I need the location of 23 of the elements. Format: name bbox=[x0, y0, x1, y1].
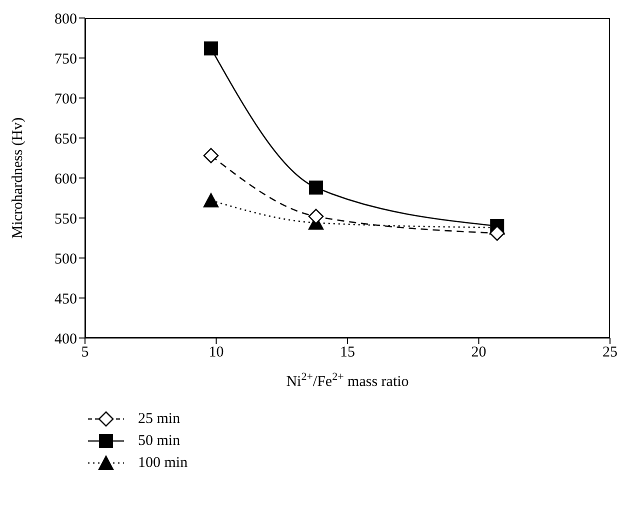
y-tick-label: 750 bbox=[54, 51, 77, 68]
y-tick-label: 500 bbox=[54, 251, 77, 268]
y-tick-label: 650 bbox=[54, 131, 77, 148]
x-tick-label: 5 bbox=[81, 344, 89, 361]
y-tick-label: 800 bbox=[54, 11, 77, 28]
y-tick-label: 700 bbox=[54, 91, 77, 108]
point bbox=[203, 148, 219, 164]
y-tick-label: 450 bbox=[54, 291, 77, 308]
y-tick-label: 550 bbox=[54, 211, 77, 228]
x-tick-label: 10 bbox=[208, 344, 224, 361]
x-tick-label: 15 bbox=[340, 344, 355, 361]
legend-label: 100 min bbox=[138, 454, 188, 472]
legend-label: 50 min bbox=[138, 432, 180, 450]
legend-label: 25 min bbox=[138, 410, 180, 428]
point bbox=[204, 41, 218, 56]
y-tick-label: 400 bbox=[54, 331, 77, 348]
x-tick-label: 20 bbox=[471, 344, 486, 361]
y-tick-label: 600 bbox=[54, 171, 77, 188]
x-tick-label: 25 bbox=[602, 344, 618, 361]
point bbox=[489, 226, 505, 241]
point bbox=[309, 180, 323, 195]
x-axis-title: Ni$^{2+}$/Fe$^{2+}$ mass ratio bbox=[286, 371, 409, 390]
y-axis-title: Microhardness (Hv) bbox=[10, 117, 26, 239]
